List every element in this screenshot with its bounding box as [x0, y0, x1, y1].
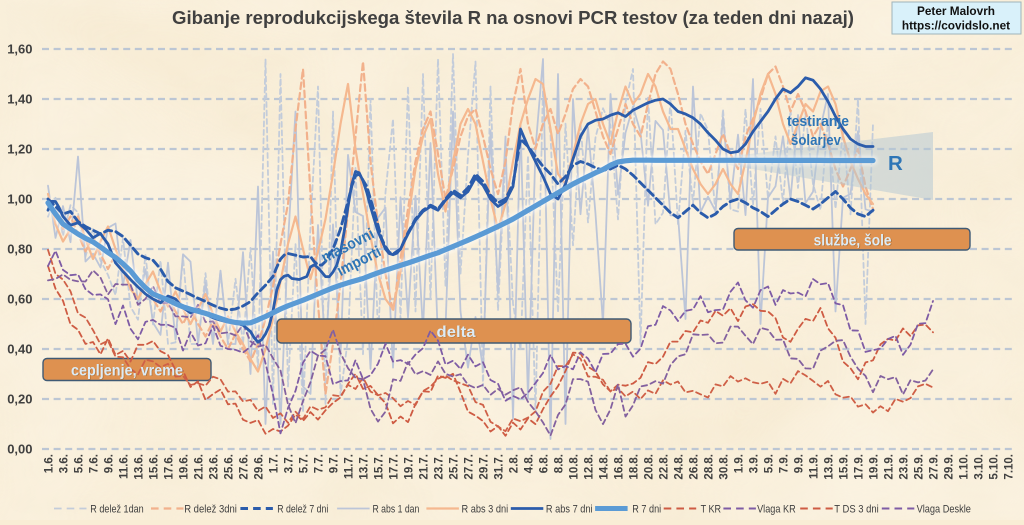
svg-text:5.9.: 5.9.: [764, 454, 776, 473]
svg-text:7.7.: 7.7.: [314, 454, 326, 473]
svg-text:8.8.: 8.8.: [554, 454, 566, 473]
svg-text:29.6.: 29.6.: [254, 454, 266, 480]
svg-text:25.6.: 25.6.: [224, 454, 236, 480]
svg-text:5.7.: 5.7.: [299, 454, 311, 473]
svg-text:24.8.: 24.8.: [674, 454, 686, 480]
svg-text:23.7.: 23.7.: [434, 454, 446, 480]
svg-text:5.6.: 5.6.: [74, 454, 86, 473]
svg-text:testiranje: testiranje: [787, 113, 849, 130]
svg-text:9.7.: 9.7.: [329, 454, 341, 473]
svg-text:1,40: 1,40: [7, 92, 32, 107]
svg-text:20.8.: 20.8.: [644, 454, 656, 480]
svg-text:0,00: 0,00: [7, 442, 32, 457]
svg-text:cepljenje, vreme: cepljenje, vreme: [72, 363, 184, 380]
svg-text:https://covidslo.net: https://covidslo.net: [902, 19, 1010, 33]
svg-text:delta: delta: [437, 324, 476, 341]
svg-text:16.8.: 16.8.: [614, 454, 626, 480]
svg-text:17.9.: 17.9.: [854, 454, 866, 480]
svg-text:27.6.: 27.6.: [239, 454, 251, 480]
svg-text:3.6.: 3.6.: [59, 454, 71, 473]
svg-text:9.9.: 9.9.: [794, 454, 806, 473]
svg-text:T KR: T KR: [701, 504, 721, 516]
svg-text:1.10.: 1.10.: [959, 454, 971, 480]
svg-text:31.7.: 31.7.: [494, 454, 506, 480]
svg-text:1,60: 1,60: [7, 42, 32, 57]
svg-text:10.8.: 10.8.: [569, 454, 581, 480]
svg-text:19.6.: 19.6.: [179, 454, 191, 480]
svg-text:13.6.: 13.6.: [134, 454, 146, 480]
svg-text:0,80: 0,80: [7, 242, 32, 257]
svg-text:27.9.: 27.9.: [929, 454, 941, 480]
svg-text:R delež 3dni: R delež 3dni: [184, 504, 237, 516]
svg-text:7.9.: 7.9.: [779, 454, 791, 473]
svg-text:4.8.: 4.8.: [524, 454, 536, 473]
svg-text:29.9.: 29.9.: [944, 454, 956, 480]
svg-text:15.7.: 15.7.: [374, 454, 386, 480]
svg-text:0,40: 0,40: [7, 342, 32, 357]
svg-text:T DS 3 dni: T DS 3 dni: [834, 504, 879, 516]
svg-text:28.8.: 28.8.: [704, 454, 716, 480]
svg-text:službe, šole: službe, šole: [814, 233, 892, 250]
svg-text:6.8.: 6.8.: [539, 454, 551, 473]
svg-text:17.6.: 17.6.: [164, 454, 176, 480]
svg-text:19.7.: 19.7.: [404, 454, 416, 480]
svg-text:1.9.: 1.9.: [734, 454, 746, 473]
svg-text:22.8.: 22.8.: [659, 454, 671, 480]
svg-text:13.9.: 13.9.: [824, 454, 836, 480]
svg-text:R delež 1dan: R delež 1dan: [90, 504, 143, 516]
svg-text:18.8.: 18.8.: [629, 454, 641, 480]
svg-text:30.8.: 30.8.: [719, 454, 731, 480]
svg-text:23.9.: 23.9.: [899, 454, 911, 480]
svg-text:21.9.: 21.9.: [884, 454, 896, 480]
svg-text:Gibanje reprodukcijskega števi: Gibanje reprodukcijskega števila R na os…: [172, 7, 854, 28]
svg-text:1,20: 1,20: [7, 142, 32, 157]
svg-text:29.7.: 29.7.: [479, 454, 491, 480]
svg-text:11.7.: 11.7.: [344, 454, 356, 479]
svg-text:0,60: 0,60: [7, 292, 32, 307]
svg-text:R abs 7 dni: R abs 7 dni: [546, 504, 593, 516]
svg-text:12.8.: 12.8.: [584, 454, 596, 480]
svg-text:R abs 1 dan: R abs 1 dan: [373, 504, 420, 516]
svg-text:R: R: [888, 152, 903, 175]
svg-text:službe, šole: službe, šole: [814, 232, 892, 249]
svg-text:21.6.: 21.6.: [194, 454, 206, 480]
svg-text:25.9.: 25.9.: [914, 454, 926, 480]
svg-text:21.7.: 21.7.: [419, 454, 431, 480]
svg-text:cepljenje, vreme: cepljenje, vreme: [71, 362, 183, 379]
svg-text:23.6.: 23.6.: [209, 454, 221, 480]
svg-text:3.9.: 3.9.: [749, 454, 761, 473]
svg-text:15.6.: 15.6.: [149, 454, 161, 480]
svg-text:1,00: 1,00: [7, 192, 32, 207]
svg-text:25.7.: 25.7.: [449, 454, 461, 480]
svg-text:7.10.: 7.10.: [1004, 454, 1016, 480]
svg-text:3.7.: 3.7.: [284, 454, 296, 473]
svg-text:Peter Malovrh: Peter Malovrh: [917, 4, 995, 18]
svg-text:1.7.: 1.7.: [269, 454, 281, 473]
svg-text:17.7.: 17.7.: [389, 454, 401, 480]
svg-text:šolarjev: šolarjev: [791, 132, 842, 149]
svg-text:Vlaga Deskle: Vlaga Deskle: [917, 504, 971, 516]
svg-text:2.8.: 2.8.: [509, 454, 521, 473]
svg-text:15.9.: 15.9.: [839, 454, 851, 480]
svg-text:11.6.: 11.6.: [119, 454, 131, 479]
svg-text:5.10.: 5.10.: [989, 454, 1001, 480]
svg-text:7.6.: 7.6.: [89, 454, 101, 473]
svg-text:14.8.: 14.8.: [599, 454, 611, 480]
svg-text:3.10.: 3.10.: [974, 454, 986, 480]
svg-text:19.9.: 19.9.: [869, 454, 881, 480]
svg-text:0,20: 0,20: [7, 392, 32, 407]
svg-text:9.6.: 9.6.: [104, 454, 116, 473]
svg-text:Vlaga KR: Vlaga KR: [757, 504, 796, 516]
svg-text:delta: delta: [437, 325, 476, 342]
svg-text:26.8.: 26.8.: [689, 454, 701, 480]
svg-text:R delež 7 dni: R delež 7 dni: [277, 504, 328, 516]
svg-text:R abs 3 dni: R abs 3 dni: [462, 504, 509, 516]
svg-text:11.9.: 11.9.: [809, 454, 821, 479]
svg-text:13.7.: 13.7.: [359, 454, 371, 480]
svg-text:1.6.: 1.6.: [44, 454, 56, 473]
svg-text:R 7 dni: R 7 dni: [632, 504, 661, 516]
svg-text:27.7.: 27.7.: [464, 454, 476, 480]
